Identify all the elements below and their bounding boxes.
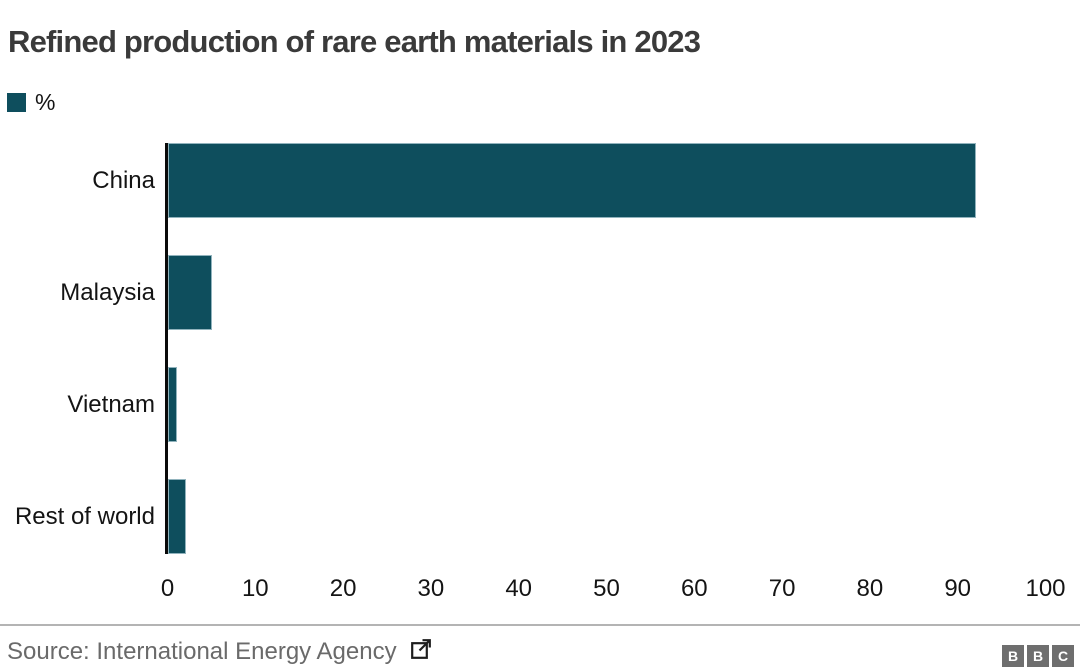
bar [168,367,177,442]
category-label: Malaysia [60,279,155,306]
bar-chart-plot: China Malaysia Vietnam Rest of world 0 10 20 3… [14,143,1066,602]
y-axis-line [165,143,168,554]
x-tick-label: 10 [241,575,269,602]
external-link-icon[interactable] [409,637,433,666]
legend-label: % [35,88,56,115]
x-tick-label: 30 [417,575,445,602]
footer-divider [0,624,1080,626]
x-tick-label: 0 [160,575,175,602]
bbc-logo-block: C [1052,645,1074,667]
x-tick-label: 100 [1025,575,1066,602]
source-attribution: Source: International Energy Agency [7,637,433,666]
bbc-logo-block: B [1027,645,1049,667]
category-label: Rest of world [14,503,155,530]
x-tick-label: 20 [329,575,357,602]
category-label: China [92,167,155,194]
x-tick-label: 50 [593,575,620,602]
source-text: Source: International Energy Agency [7,637,397,665]
x-tick-label: 40 [505,575,533,602]
x-tick-label: 60 [680,575,708,602]
legend-swatch [7,92,26,112]
bar [168,255,212,330]
x-tick-label: 80 [856,575,884,602]
legend: % [7,88,56,115]
x-tick-label: 90 [944,575,972,602]
category-label: Vietnam [67,391,155,418]
bbc-logo-block: B [1002,645,1024,667]
bar [168,143,976,218]
x-tick-label: 70 [768,575,796,602]
chart-title: Refined production of rare earth materia… [8,24,701,59]
bar [168,479,186,554]
